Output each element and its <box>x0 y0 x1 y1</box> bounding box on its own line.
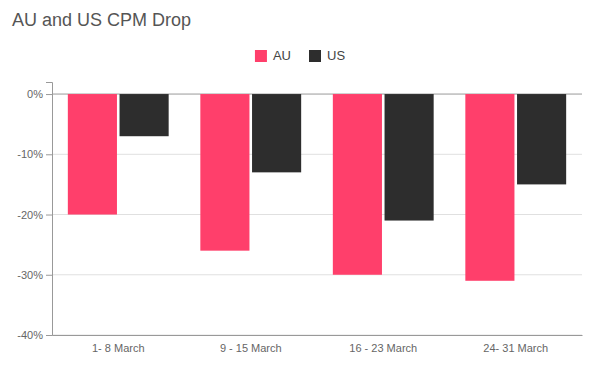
bar <box>252 94 301 172</box>
legend-item: AU <box>255 48 291 63</box>
x-tick-label: 1- 8 March <box>92 342 145 354</box>
legend-swatch <box>309 50 321 62</box>
y-tick: 0% <box>27 88 52 100</box>
y-axis-line <box>46 83 53 336</box>
grid-line <box>52 335 582 336</box>
bar-series <box>120 94 567 221</box>
y-axis: 0% -10% -20% -30% -40% <box>17 83 52 342</box>
bar <box>120 94 169 136</box>
y-tick: -30% <box>17 269 52 281</box>
y-tick-mark <box>46 154 52 155</box>
bar <box>517 94 566 184</box>
y-tick-label: 0% <box>27 88 43 100</box>
y-tick: -10% <box>17 148 52 160</box>
x-tick-label: 24- 31 March <box>483 342 548 354</box>
y-tick-label: -30% <box>17 269 43 281</box>
x-tick-label: 9 - 15 March <box>220 342 282 354</box>
x-axis: 1- 8 March 9 - 15 March 16 - 23 March 24- 3… <box>53 336 583 354</box>
chart-svg: AU and US CPM Drop 0% -10% -20% -30% -40% 1- 8… <box>0 0 600 371</box>
x-tick: 1- 8 March <box>92 342 145 354</box>
x-tick: 24- 31 March <box>483 342 548 354</box>
y-tick: -40% <box>17 329 52 341</box>
bar-series <box>68 94 515 281</box>
y-tick-mark <box>46 215 52 216</box>
plot-area: 0% -10% -20% -30% -40% 1- 8 March 9 - 15 March… <box>17 83 582 354</box>
legend-label: AU <box>273 48 291 63</box>
y-tick-label: -10% <box>17 148 43 160</box>
y-tick-mark <box>46 335 52 336</box>
legend: AU US <box>255 48 345 63</box>
chart-title: AU and US CPM Drop <box>12 10 191 30</box>
bar <box>465 94 514 281</box>
y-tick-label: -20% <box>17 209 43 221</box>
bar <box>333 94 382 275</box>
chart-container: AU and US CPM Drop 0% -10% -20% -30% -40% 1- 8… <box>0 0 600 371</box>
bar <box>385 94 434 221</box>
bar <box>68 94 117 214</box>
y-tick-label: -40% <box>17 329 43 341</box>
x-tick: 9 - 15 March <box>220 342 282 354</box>
y-tick: -20% <box>17 209 52 221</box>
legend-item: US <box>309 48 345 63</box>
grid <box>52 94 582 335</box>
legend-swatch <box>255 50 267 62</box>
x-axis-line <box>53 335 583 336</box>
x-tick: 16 - 23 March <box>349 342 417 354</box>
legend-label: US <box>327 48 345 63</box>
x-tick-label: 16 - 23 March <box>349 342 417 354</box>
bars <box>68 94 566 281</box>
y-tick-mark <box>46 94 52 95</box>
bar <box>200 94 249 251</box>
y-tick-mark <box>46 275 52 276</box>
